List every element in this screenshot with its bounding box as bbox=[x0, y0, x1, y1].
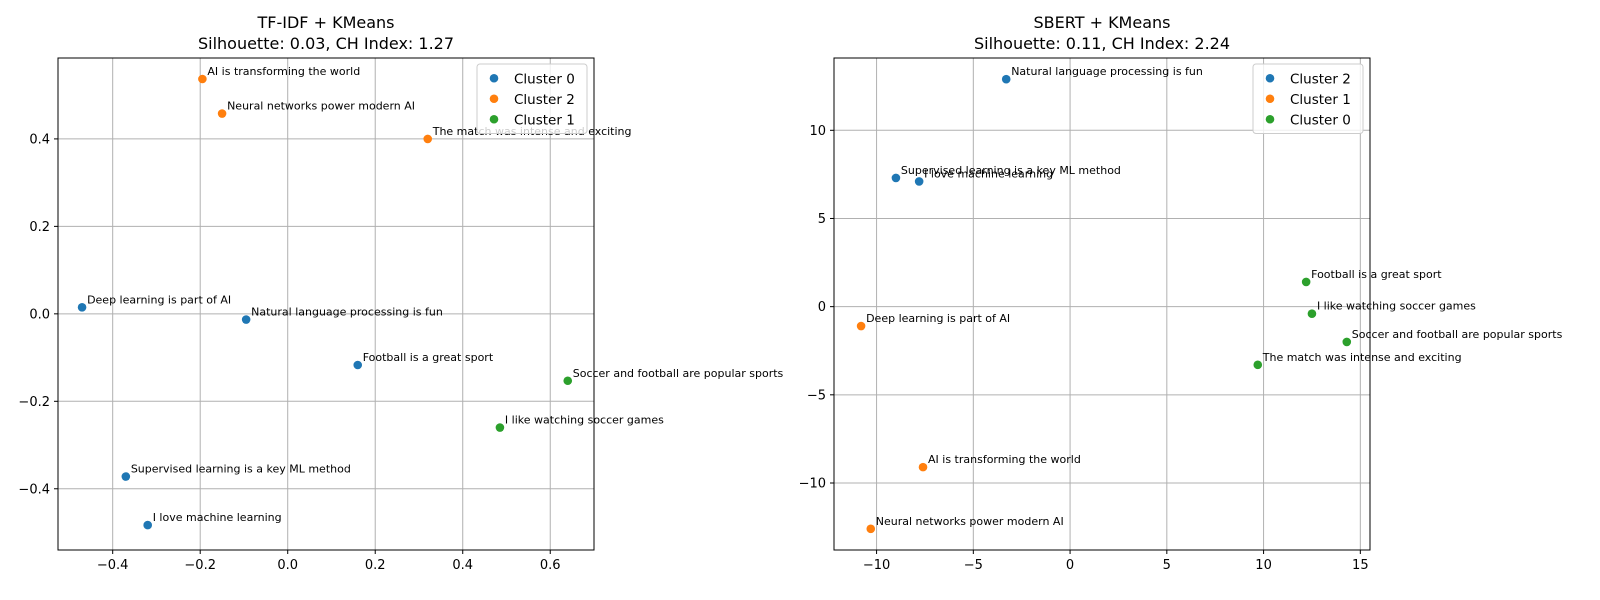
legend-box bbox=[476, 63, 588, 134]
chart-title: TF-IDF + KMeans bbox=[257, 13, 395, 32]
point-i-love-machine-learning bbox=[914, 177, 924, 186]
point-deep-learning-is-part-of-ai bbox=[77, 302, 87, 312]
point-label: AI is transforming the world bbox=[207, 65, 360, 78]
y-tick-label: 5 bbox=[818, 212, 826, 227]
y-tick-label: 0.2 bbox=[29, 220, 50, 235]
point-supervised-learning-is-a-key-ml-method bbox=[121, 472, 131, 481]
legend-label: Cluster 1 bbox=[514, 112, 575, 128]
point-label: Supervised learning is a key ML method bbox=[131, 463, 351, 476]
legend-label: Cluster 1 bbox=[1290, 92, 1351, 108]
plot-frame bbox=[833, 57, 1371, 551]
legend-marker-cluster-0 bbox=[489, 73, 499, 83]
point-label: Soccer and football are popular sports bbox=[573, 367, 784, 380]
point-label: The match was intense and exciting bbox=[1262, 351, 1462, 364]
x-tick-label: −0.4 bbox=[97, 558, 129, 573]
y-tick-label: −0.2 bbox=[18, 395, 50, 410]
point-ai-is-transforming-the-world bbox=[918, 462, 928, 472]
data-points bbox=[856, 74, 1352, 534]
x-tick-label: −10 bbox=[863, 558, 890, 573]
x-tick-label: 15 bbox=[1352, 558, 1369, 573]
point-i-like-watching-soccer-games bbox=[495, 423, 505, 432]
y-tick-label: 0.4 bbox=[29, 132, 50, 147]
legend-marker-cluster-1 bbox=[1265, 94, 1275, 104]
x-tick-label: 0.0 bbox=[277, 558, 298, 573]
legend-marker-cluster-1 bbox=[489, 114, 499, 124]
chart-subtitle: Silhouette: 0.03, CH Index: 1.27 bbox=[198, 34, 454, 53]
legend-label: Cluster 0 bbox=[1290, 112, 1351, 128]
point-supervised-learning-is-a-key-ml-method bbox=[891, 173, 901, 183]
tfidf-kmeans-chart: TF-IDF + KMeans Silhouette: 0.03, CH Ind… bbox=[18, 13, 783, 573]
point-label: I like watching soccer games bbox=[505, 414, 664, 427]
axis-ticks: −10 −5 0 5 10 15 −10 −5 0 5 10 bbox=[799, 124, 1369, 573]
point-label: I like watching soccer games bbox=[1317, 300, 1476, 313]
point-label: AI is transforming the world bbox=[928, 453, 1081, 466]
legend-box bbox=[1252, 63, 1364, 134]
x-tick-label: −5 bbox=[964, 558, 983, 573]
point-label: Football is a great sport bbox=[363, 351, 494, 364]
point-i-like-watching-soccer-games bbox=[1307, 309, 1317, 318]
y-tick-label: 10 bbox=[809, 124, 826, 139]
point-neural-networks-power-modern-ai bbox=[217, 109, 227, 118]
point-neural-networks-power-modern-ai bbox=[866, 524, 876, 534]
legend-label: Cluster 2 bbox=[1290, 71, 1351, 87]
y-tick-label: −10 bbox=[799, 476, 826, 491]
point-label: Neural networks power modern AI bbox=[227, 100, 415, 113]
point-natural-language-processing-is-fun bbox=[241, 315, 251, 324]
x-tick-label: 0.2 bbox=[365, 558, 386, 573]
point-the-match-was-intense-and-exciting bbox=[423, 134, 433, 144]
x-tick-label: 0.4 bbox=[452, 558, 473, 573]
point-label: Soccer and football are popular sports bbox=[1352, 328, 1563, 341]
point-football-is-a-great-sport bbox=[1301, 277, 1311, 287]
y-tick-label: −0.4 bbox=[18, 482, 50, 497]
data-points bbox=[77, 74, 573, 530]
x-tick-label: −0.2 bbox=[184, 558, 216, 573]
chart-subtitle: Silhouette: 0.11, CH Index: 2.24 bbox=[974, 34, 1230, 53]
chart-title: SBERT + KMeans bbox=[1034, 13, 1171, 32]
x-tick-label: 0.6 bbox=[540, 558, 561, 573]
point-deep-learning-is-part-of-ai bbox=[856, 321, 866, 331]
sbert-kmeans-chart: SBERT + KMeans Silhouette: 0.11, CH Inde… bbox=[799, 13, 1563, 573]
point-annotations: Natural language processing is fun Superv… bbox=[866, 65, 1563, 528]
point-label: Supervised learning is a key ML method bbox=[901, 164, 1121, 177]
point-label: I love machine learning bbox=[924, 167, 1053, 180]
point-soccer-and-football-are-popular-sports bbox=[1342, 337, 1352, 347]
legend: Cluster 0 Cluster 2 Cluster 1 bbox=[476, 63, 588, 134]
legend-marker-cluster-2 bbox=[489, 94, 499, 104]
point-label: Football is a great sport bbox=[1311, 268, 1442, 281]
x-tick-label: 0 bbox=[1066, 558, 1074, 573]
point-label: Deep learning is part of AI bbox=[866, 312, 1010, 325]
point-natural-language-processing-is-fun bbox=[1001, 74, 1011, 84]
plot-frame bbox=[57, 57, 595, 551]
y-tick-label: 0.0 bbox=[29, 307, 50, 322]
legend-marker-cluster-2 bbox=[1265, 73, 1275, 83]
point-label: I love machine learning bbox=[153, 511, 282, 524]
legend-label: Cluster 0 bbox=[514, 71, 575, 87]
x-tick-label: 5 bbox=[1163, 558, 1171, 573]
y-tick-label: 0 bbox=[818, 300, 826, 315]
point-i-love-machine-learning bbox=[143, 520, 152, 530]
point-label: Neural networks power modern AI bbox=[876, 515, 1064, 528]
point-the-match-was-intense-and-exciting bbox=[1253, 360, 1263, 370]
legend-label: Cluster 2 bbox=[514, 92, 575, 108]
point-label: Natural language processing is fun bbox=[1011, 65, 1203, 78]
legend-marker-cluster-0 bbox=[1265, 114, 1275, 124]
point-soccer-and-football-are-popular-sports bbox=[563, 376, 573, 386]
x-tick-label: 10 bbox=[1255, 558, 1272, 573]
point-label: Deep learning is part of AI bbox=[87, 293, 231, 306]
y-tick-label: −5 bbox=[807, 388, 826, 403]
point-football-is-a-great-sport bbox=[353, 360, 363, 370]
point-label: Natural language processing is fun bbox=[251, 306, 443, 319]
grid bbox=[58, 58, 594, 550]
point-annotations: Deep learning is part of AI Natural langu… bbox=[87, 65, 783, 524]
legend: Cluster 2 Cluster 1 Cluster 0 bbox=[1252, 63, 1364, 134]
axis-ticks: −0.4 −0.2 0.0 0.2 0.4 0.6 −0.4 −0.2 0.0 0.2 0.4 bbox=[18, 132, 560, 573]
point-ai-is-transforming-the-world bbox=[198, 74, 207, 84]
